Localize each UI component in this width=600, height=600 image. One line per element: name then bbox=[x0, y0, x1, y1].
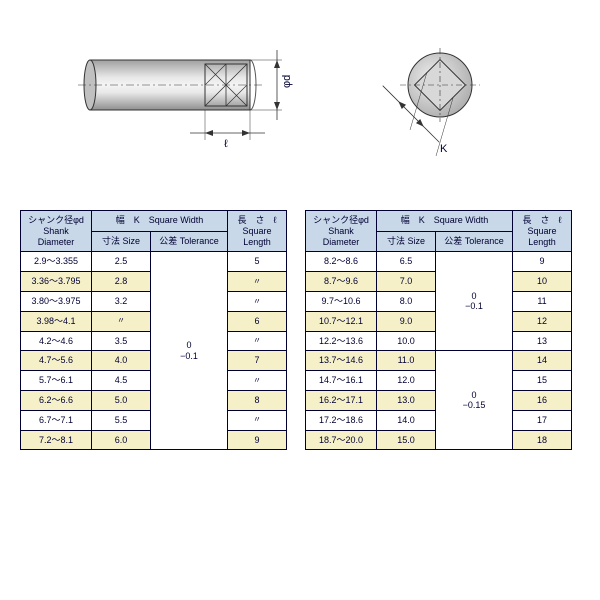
cell-length: 12 bbox=[513, 311, 572, 331]
cell-shank: 6.2〜6.6 bbox=[21, 390, 92, 410]
cell-size: 2.8 bbox=[92, 272, 151, 292]
cell-length: 〃 bbox=[228, 371, 287, 391]
cell-size: 12.0 bbox=[377, 371, 436, 391]
cell-size: 5.0 bbox=[92, 390, 151, 410]
cell-length: 18 bbox=[513, 430, 572, 450]
cell-shank: 17.2〜18.6 bbox=[306, 410, 377, 430]
col-size: 寸法 Size bbox=[377, 231, 436, 252]
shank-side-view: φd ℓ bbox=[50, 20, 330, 180]
cell-size: 6.5 bbox=[377, 252, 436, 272]
col-square-length: 長 さ ℓSquareLength bbox=[228, 211, 287, 252]
col-square-length: 長 さ ℓSquareLength bbox=[513, 211, 572, 252]
cell-shank: 8.7〜9.6 bbox=[306, 272, 377, 292]
col-tolerance: 公差 Tolerance bbox=[151, 231, 228, 252]
cell-shank: 3.98〜4.1 bbox=[21, 311, 92, 331]
cell-size: 6.0 bbox=[92, 430, 151, 450]
col-square-width: 幅 K Square Width bbox=[92, 211, 228, 232]
tables-row: シャンク径φdShankDiameter幅 K Square Width長 さ … bbox=[20, 210, 580, 450]
cell-shank: 5.7〜6.1 bbox=[21, 371, 92, 391]
cell-size: 〃 bbox=[92, 311, 151, 331]
k-label: K bbox=[440, 143, 448, 155]
cell-shank: 16.2〜17.1 bbox=[306, 390, 377, 410]
left-spec-table: シャンク径φdShankDiameter幅 K Square Width長 さ … bbox=[20, 210, 287, 450]
col-size: 寸法 Size bbox=[92, 231, 151, 252]
cell-size: 11.0 bbox=[377, 351, 436, 371]
cell-shank: 8.2〜8.6 bbox=[306, 252, 377, 272]
cell-length: 15 bbox=[513, 371, 572, 391]
cell-length: 〃 bbox=[228, 272, 287, 292]
cell-tolerance: 0−0.15 bbox=[436, 351, 513, 450]
right-spec-table: シャンク径φdShankDiameter幅 K Square Width長 さ … bbox=[305, 210, 572, 450]
cell-length: 13 bbox=[513, 331, 572, 351]
cell-size: 15.0 bbox=[377, 430, 436, 450]
cell-tolerance: 0−0.1 bbox=[436, 252, 513, 351]
table-row: 13.7〜14.611.00−0.1514 bbox=[306, 351, 572, 371]
technical-diagram: φd ℓ bbox=[20, 20, 580, 180]
col-shank-diameter: シャンク径φdShankDiameter bbox=[21, 211, 92, 252]
cell-size: 10.0 bbox=[377, 331, 436, 351]
cell-length: 9 bbox=[513, 252, 572, 272]
cell-shank: 4.2〜4.6 bbox=[21, 331, 92, 351]
cell-shank: 13.7〜14.6 bbox=[306, 351, 377, 371]
cell-shank: 18.7〜20.0 bbox=[306, 430, 377, 450]
cell-length: 〃 bbox=[228, 291, 287, 311]
cell-shank: 2.9〜3.355 bbox=[21, 252, 92, 272]
cell-size: 4.5 bbox=[92, 371, 151, 391]
cell-length: 17 bbox=[513, 410, 572, 430]
cell-size: 14.0 bbox=[377, 410, 436, 430]
page: φd ℓ bbox=[20, 20, 580, 450]
cell-shank: 4.7〜5.6 bbox=[21, 351, 92, 371]
cell-shank: 10.7〜12.1 bbox=[306, 311, 377, 331]
col-square-width: 幅 K Square Width bbox=[377, 211, 513, 232]
cell-length: 〃 bbox=[228, 410, 287, 430]
cell-size: 7.0 bbox=[377, 272, 436, 292]
cell-shank: 14.7〜16.1 bbox=[306, 371, 377, 391]
cell-length: 8 bbox=[228, 390, 287, 410]
cell-shank: 7.2〜8.1 bbox=[21, 430, 92, 450]
cell-shank: 9.7〜10.6 bbox=[306, 291, 377, 311]
shank-end-view: K bbox=[380, 20, 540, 180]
cell-length: 5 bbox=[228, 252, 287, 272]
cell-tolerance: 0−0.1 bbox=[151, 252, 228, 450]
cell-length: 〃 bbox=[228, 331, 287, 351]
cell-size: 8.0 bbox=[377, 291, 436, 311]
cell-shank: 12.2〜13.6 bbox=[306, 331, 377, 351]
cell-length: 10 bbox=[513, 272, 572, 292]
table-row: 2.9〜3.3552.50−0.15 bbox=[21, 252, 287, 272]
cell-length: 16 bbox=[513, 390, 572, 410]
cell-length: 9 bbox=[228, 430, 287, 450]
ell-label: ℓ bbox=[224, 138, 228, 150]
cell-length: 14 bbox=[513, 351, 572, 371]
cell-size: 3.2 bbox=[92, 291, 151, 311]
cell-length: 6 bbox=[228, 311, 287, 331]
table-row: 8.2〜8.66.50−0.19 bbox=[306, 252, 572, 272]
cell-size: 2.5 bbox=[92, 252, 151, 272]
col-shank-diameter: シャンク径φdShankDiameter bbox=[306, 211, 377, 252]
cell-shank: 6.7〜7.1 bbox=[21, 410, 92, 430]
col-tolerance: 公差 Tolerance bbox=[436, 231, 513, 252]
cell-size: 5.5 bbox=[92, 410, 151, 430]
phi-d-label: φd bbox=[281, 75, 293, 88]
cell-size: 4.0 bbox=[92, 351, 151, 371]
cell-length: 11 bbox=[513, 291, 572, 311]
cell-length: 7 bbox=[228, 351, 287, 371]
cell-size: 9.0 bbox=[377, 311, 436, 331]
cell-shank: 3.36〜3.795 bbox=[21, 272, 92, 292]
cell-shank: 3.80〜3.975 bbox=[21, 291, 92, 311]
cell-size: 13.0 bbox=[377, 390, 436, 410]
cell-size: 3.5 bbox=[92, 331, 151, 351]
